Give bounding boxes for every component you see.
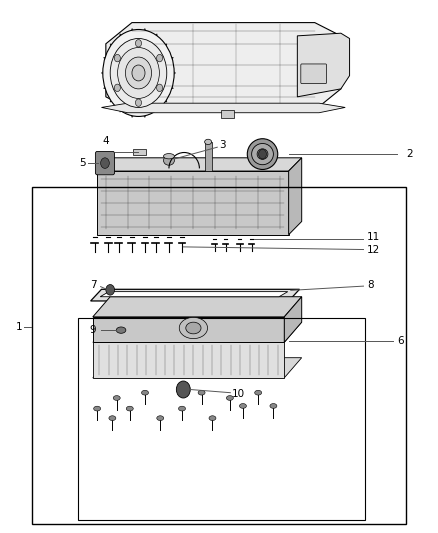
Circle shape [135,99,141,107]
Circle shape [177,381,190,398]
Circle shape [114,54,120,62]
Ellipse shape [254,390,261,395]
Polygon shape [93,358,302,378]
Ellipse shape [116,327,126,333]
Circle shape [110,38,167,108]
Ellipse shape [163,156,174,165]
Polygon shape [93,322,302,342]
Ellipse shape [247,139,278,169]
Circle shape [132,65,145,81]
Circle shape [114,84,120,92]
Circle shape [135,39,141,47]
Polygon shape [93,297,302,317]
Ellipse shape [186,322,201,334]
Polygon shape [289,158,302,235]
Text: 5: 5 [79,158,86,168]
Circle shape [156,84,162,92]
Circle shape [101,158,110,168]
Bar [97,171,289,235]
Ellipse shape [126,406,133,411]
Bar [133,149,146,155]
Text: 12: 12 [367,245,380,255]
Ellipse shape [205,139,212,144]
Circle shape [103,29,174,116]
Polygon shape [297,33,350,97]
Bar [205,142,212,171]
Text: 9: 9 [90,325,96,335]
Ellipse shape [270,403,277,408]
Circle shape [106,285,115,295]
FancyBboxPatch shape [95,151,115,175]
Ellipse shape [109,416,116,421]
Text: 10: 10 [232,389,245,399]
Ellipse shape [179,406,185,411]
Ellipse shape [257,149,268,159]
Ellipse shape [179,317,208,338]
Circle shape [156,54,162,62]
Text: 11: 11 [367,232,380,243]
Ellipse shape [209,416,216,421]
Text: 3: 3 [219,140,226,150]
Text: 8: 8 [367,280,374,290]
Ellipse shape [163,154,174,159]
Bar [221,110,234,118]
Text: 4: 4 [102,136,110,147]
Polygon shape [97,158,302,171]
Polygon shape [102,103,345,113]
FancyBboxPatch shape [301,64,326,84]
Ellipse shape [198,390,205,395]
Polygon shape [284,297,302,342]
Polygon shape [91,289,300,301]
Ellipse shape [94,406,101,411]
Ellipse shape [226,395,233,400]
Text: 2: 2 [406,149,413,159]
Bar [93,342,284,378]
Ellipse shape [157,416,164,421]
Polygon shape [93,317,284,342]
Bar [32,187,406,523]
Circle shape [125,57,152,89]
Text: 7: 7 [90,280,96,290]
Ellipse shape [240,403,247,408]
Polygon shape [106,22,341,110]
Bar [78,318,365,520]
Circle shape [258,149,266,159]
Text: 6: 6 [397,336,404,346]
Ellipse shape [113,395,120,400]
Circle shape [117,47,159,99]
Text: 1: 1 [15,322,22,333]
Ellipse shape [141,390,148,395]
Ellipse shape [252,143,273,165]
Polygon shape [100,292,288,297]
